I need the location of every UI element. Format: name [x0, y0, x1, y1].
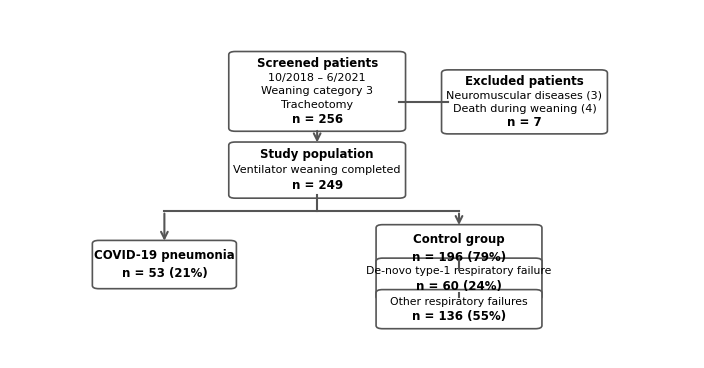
Text: n = 60 (24%): n = 60 (24%) [416, 280, 502, 293]
Text: Weaning category 3: Weaning category 3 [261, 86, 373, 96]
FancyBboxPatch shape [376, 290, 542, 329]
Text: Death during weaning (4): Death during weaning (4) [453, 104, 596, 114]
Text: COVID-19 pneumonia: COVID-19 pneumonia [94, 249, 234, 262]
FancyBboxPatch shape [376, 258, 542, 300]
Text: Tracheotomy: Tracheotomy [281, 100, 353, 110]
Text: Ventilator weaning completed: Ventilator weaning completed [234, 165, 401, 175]
Text: n = 256: n = 256 [291, 113, 343, 125]
Text: De-novo type-1 respiratory failure: De-novo type-1 respiratory failure [366, 266, 552, 276]
Text: n = 249: n = 249 [291, 179, 343, 192]
Text: n = 196 (79%): n = 196 (79%) [412, 251, 506, 265]
Text: n = 7: n = 7 [507, 116, 542, 128]
FancyBboxPatch shape [441, 70, 608, 134]
Text: Control group: Control group [413, 233, 505, 246]
Text: Study population: Study population [260, 149, 374, 162]
Text: n = 53 (21%): n = 53 (21%) [122, 267, 207, 280]
FancyBboxPatch shape [92, 240, 237, 289]
Text: Neuromuscular diseases (3): Neuromuscular diseases (3) [446, 90, 603, 100]
FancyBboxPatch shape [229, 52, 406, 131]
Text: Screened patients: Screened patients [256, 57, 378, 70]
Text: 10/2018 – 6/2021: 10/2018 – 6/2021 [268, 72, 366, 82]
FancyBboxPatch shape [376, 225, 542, 273]
FancyBboxPatch shape [229, 142, 406, 198]
Text: Other respiratory failures: Other respiratory failures [390, 297, 528, 307]
Text: n = 136 (55%): n = 136 (55%) [412, 310, 506, 323]
Text: Excluded patients: Excluded patients [465, 75, 584, 88]
